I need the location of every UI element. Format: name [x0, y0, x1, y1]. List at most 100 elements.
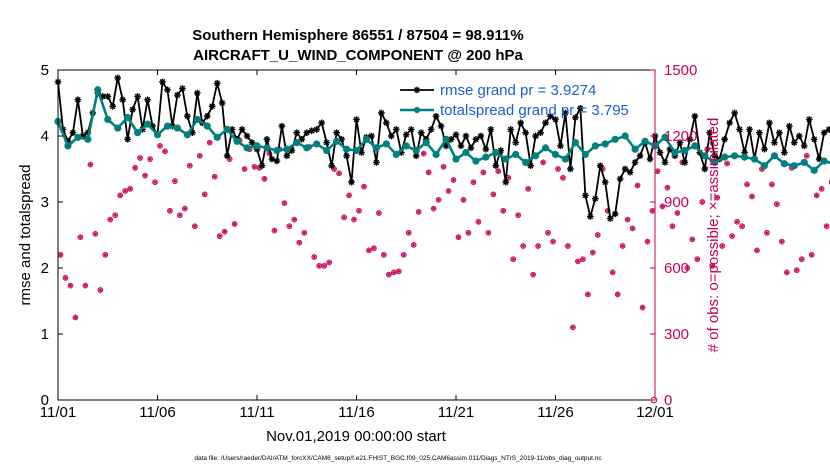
- obs-assimilated-marker: [192, 224, 198, 229]
- obs-assimilated-marker: [824, 224, 829, 229]
- obs-assimilated-stroke: [665, 185, 670, 190]
- rmse-point: [164, 86, 171, 94]
- obs-assimilated-marker: [386, 272, 392, 277]
- rmse-point-stroke: [159, 79, 166, 85]
- spread-point: [104, 115, 112, 124]
- obs-assimilated-stroke: [232, 222, 237, 226]
- y-tick-label: 5: [41, 62, 49, 79]
- obs-assimilated-marker: [351, 217, 357, 222]
- y-tick-label: 0: [41, 392, 49, 409]
- rmse-point-stroke: [279, 123, 285, 129]
- spread-point: [731, 152, 739, 160]
- obs-assimilated-stroke: [794, 268, 799, 273]
- obs-assimilated-marker: [525, 186, 531, 191]
- obs-possible-marker: [231, 221, 238, 227]
- obs-assimilated-stroke: [192, 224, 197, 229]
- obs-assimilated-marker: [451, 177, 456, 183]
- obs-assimilated-stroke: [775, 202, 779, 207]
- rmse-point: [407, 126, 415, 133]
- obs-assimilated-marker: [88, 162, 93, 167]
- obs-assimilated-stroke: [685, 266, 690, 270]
- spread-point: [810, 166, 818, 174]
- spread-point: [432, 150, 440, 159]
- obs-possible-marker: [609, 269, 616, 276]
- obs-possible-marker: [699, 199, 706, 205]
- obs-possible-marker: [142, 172, 148, 179]
- rmse-line: [57, 77, 830, 221]
- spread-point: [173, 124, 181, 132]
- obs-possible-marker: [371, 245, 377, 252]
- obs-assimilated-marker: [710, 263, 715, 268]
- x-tick-label: 11/21: [438, 404, 474, 421]
- obs-possible-marker: [67, 282, 74, 289]
- rmse-point: [567, 165, 574, 173]
- obs-possible-marker: [77, 234, 84, 241]
- obs-possible-marker: [186, 162, 193, 169]
- y2-tick-label: 300: [664, 326, 689, 343]
- spread-point: [203, 122, 211, 130]
- obs-assimilated-marker: [645, 239, 650, 244]
- rmse-point-stroke: [662, 159, 668, 166]
- rmse-point: [308, 127, 316, 135]
- spread-point: [233, 137, 241, 145]
- obs-assimilated-marker: [819, 186, 824, 191]
- axes: 11/01 11/06 11/11 11/16 11/21 11/26 12/0101234…: [40, 62, 698, 421]
- rmse-point-stroke: [602, 179, 609, 186]
- obs-possible-marker: [152, 179, 158, 186]
- rmse-point: [800, 142, 808, 150]
- rmse-point: [552, 116, 559, 123]
- rmse-point-stroke: [124, 136, 131, 143]
- spread-point: [621, 132, 629, 140]
- obs-assimilated-marker: [520, 243, 526, 249]
- spread-point: [153, 131, 162, 139]
- obs-assimilated-stroke: [391, 270, 396, 275]
- obs-assimilated-marker: [530, 272, 536, 277]
- rmse-point: [820, 129, 828, 136]
- rmse-point: [432, 112, 440, 120]
- obs-assimilated-stroke: [387, 272, 391, 277]
- obs-possible-marker: [455, 234, 462, 241]
- obs-assimilated-stroke: [814, 193, 819, 198]
- rmse-point-stroke: [647, 156, 653, 162]
- obs-assimilated-marker: [719, 243, 725, 249]
- obs-assimilated-stroke: [128, 186, 132, 191]
- obs-assimilated-stroke: [780, 239, 784, 244]
- obs-assimilated-stroke: [302, 230, 307, 235]
- obs-assimilated-marker: [545, 230, 551, 235]
- rmse-point-stroke: [657, 149, 663, 156]
- rmse-point: [786, 122, 793, 130]
- spread-point: [293, 139, 301, 147]
- rmse-point: [402, 131, 410, 138]
- rmse-point: [104, 93, 112, 100]
- obs-possible-marker: [783, 269, 790, 276]
- obs-assimilated-marker: [784, 270, 790, 275]
- obs-possible-marker: [803, 152, 810, 159]
- rmse-point: [144, 96, 151, 103]
- spread-point: [223, 125, 231, 133]
- obs-assimilated-stroke: [799, 257, 804, 262]
- obs-assimilated-marker: [491, 192, 496, 197]
- rmse-point: [681, 159, 689, 166]
- rmse-point-stroke: [691, 113, 698, 120]
- rmse-point: [184, 112, 191, 120]
- spread-point: [571, 139, 580, 147]
- obs-assimilated-marker: [108, 217, 113, 222]
- spread-point: [134, 129, 142, 137]
- spread-point: [412, 146, 420, 155]
- rmse-point-stroke: [592, 195, 599, 202]
- legend-rmse-marker-stroke: [414, 87, 420, 93]
- rmse-point: [368, 132, 375, 140]
- rmse-point: [447, 136, 455, 143]
- obs-assimilated-marker: [650, 208, 655, 213]
- obs-assimilated-marker: [575, 259, 581, 264]
- rmse-point: [631, 159, 639, 166]
- obs-possible-marker: [405, 229, 412, 236]
- obs-possible-marker: [565, 243, 571, 249]
- spread-point: [482, 153, 490, 161]
- obs-assimilated-marker: [83, 283, 88, 288]
- obs-assimilated-stroke: [670, 224, 675, 229]
- obs-assimilated-marker: [292, 217, 297, 222]
- obs-possible-marker: [87, 161, 94, 168]
- obs-possible-marker: [281, 200, 288, 206]
- rmse-point-stroke: [677, 139, 683, 146]
